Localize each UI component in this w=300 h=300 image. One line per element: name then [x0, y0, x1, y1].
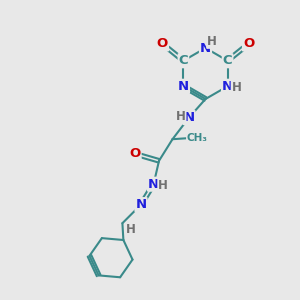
Text: C: C	[223, 54, 232, 67]
Text: H: H	[232, 81, 242, 94]
Text: C: C	[178, 54, 188, 67]
Text: N: N	[183, 111, 195, 124]
Text: CH₃: CH₃	[187, 133, 208, 143]
Text: N: N	[148, 178, 159, 191]
Text: H: H	[158, 179, 168, 192]
Text: H: H	[207, 35, 217, 48]
Text: O: O	[157, 38, 168, 50]
Text: N: N	[222, 80, 233, 93]
Text: N: N	[200, 41, 211, 55]
Text: H: H	[176, 110, 185, 123]
Text: O: O	[129, 147, 141, 161]
Text: H: H	[126, 223, 136, 236]
Text: O: O	[243, 38, 254, 50]
Text: N: N	[178, 80, 189, 93]
Text: N: N	[135, 198, 147, 211]
